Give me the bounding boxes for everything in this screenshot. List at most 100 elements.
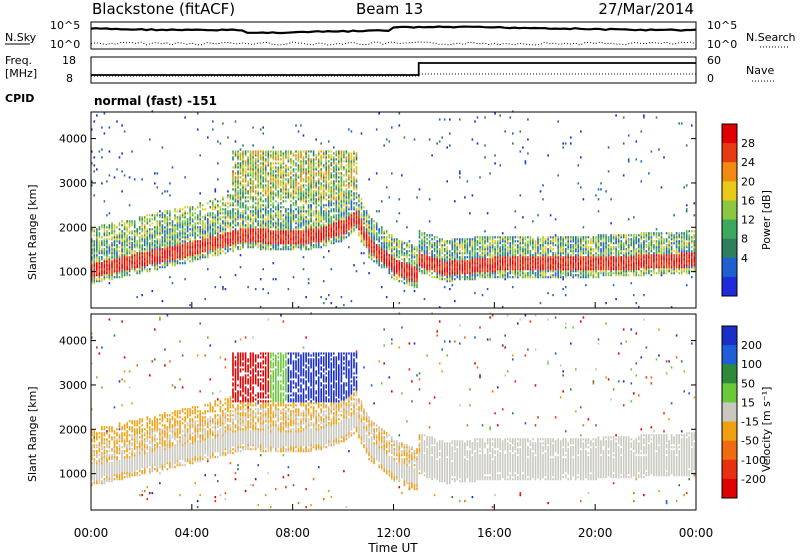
data-cell (456, 274, 459, 277)
data-cell (411, 262, 413, 265)
data-cell (169, 276, 171, 279)
data-cell (333, 240, 335, 243)
data-cell (161, 266, 164, 269)
data-cell (368, 244, 370, 247)
data-cell (287, 192, 290, 195)
data-cell (322, 238, 325, 241)
data-cell (375, 258, 378, 261)
data-cell (373, 246, 375, 249)
data-cell (393, 262, 396, 265)
data-cell (401, 252, 403, 255)
data-cell (320, 206, 322, 209)
data-cell (118, 238, 121, 241)
data-cell (106, 252, 108, 255)
data-cell (254, 228, 257, 231)
data-cell (143, 232, 146, 235)
data-cell (149, 238, 151, 241)
data-cell (328, 194, 330, 197)
data-cell (375, 128, 378, 131)
data-cell (234, 200, 237, 203)
data-cell (244, 208, 247, 211)
data-cell (461, 238, 464, 241)
data-cell (181, 212, 184, 215)
data-cell (408, 260, 411, 263)
data-cell (275, 200, 277, 203)
data-cell (355, 166, 358, 169)
data-cell (446, 250, 448, 253)
data-cell (380, 246, 383, 249)
data-cell (154, 254, 156, 257)
data-cell (239, 214, 242, 217)
data-cell (501, 238, 504, 241)
data-cell (166, 252, 169, 255)
data-cell (257, 170, 259, 173)
data-cell (317, 232, 320, 235)
data-cell (111, 256, 113, 259)
data-cell (383, 240, 385, 243)
data-cell (212, 226, 214, 229)
data-cell (509, 272, 512, 275)
data-cell (264, 224, 267, 227)
data-cell (201, 244, 204, 247)
data-cell (101, 248, 103, 251)
data-cell (350, 158, 353, 161)
data-cell (393, 258, 396, 261)
data-cell (524, 264, 527, 267)
data-cell (259, 230, 262, 233)
data-cell (388, 234, 391, 237)
data-cell (345, 188, 348, 191)
data-cell (123, 240, 126, 243)
data-cell (320, 212, 322, 215)
data-cell (143, 248, 146, 251)
data-cell (262, 200, 264, 203)
data-cell (454, 264, 456, 267)
data-cell (524, 162, 527, 165)
data-cell (290, 220, 292, 223)
data-cell (237, 186, 239, 189)
data-cell (393, 256, 396, 259)
data-cell (277, 176, 280, 179)
data-cell (340, 228, 343, 231)
data-cell (96, 274, 98, 277)
data-cell (401, 248, 403, 251)
data-cell (277, 234, 280, 237)
data-cell (204, 232, 206, 235)
data-cell (262, 218, 264, 221)
data-cell (499, 260, 501, 263)
data-cell (159, 238, 161, 241)
data-cell (396, 238, 398, 241)
data-cell (166, 224, 169, 227)
data-cell (166, 250, 169, 253)
data-cell (96, 248, 98, 251)
data-cell (449, 240, 451, 243)
data-cell (166, 190, 169, 193)
data-cell (194, 234, 196, 237)
data-cell (476, 244, 479, 247)
data-cell (93, 254, 96, 257)
data-cell (338, 192, 340, 195)
data-cell (209, 220, 212, 223)
data-cell (254, 244, 257, 247)
data-cell (219, 242, 222, 245)
data-cell (244, 240, 247, 243)
data-cell (464, 262, 466, 265)
data-cell (247, 224, 249, 227)
data-cell (474, 276, 476, 279)
data-cell (469, 270, 471, 273)
data-cell (214, 216, 217, 219)
data-cell (108, 224, 111, 227)
data-cell (532, 266, 534, 269)
data-cell (534, 244, 537, 247)
data-cell (174, 260, 176, 263)
data-cell (272, 158, 275, 161)
data-cell (310, 164, 312, 167)
data-cell (486, 246, 489, 249)
data-cell (128, 258, 131, 261)
data-cell (154, 264, 156, 267)
data-cell (149, 270, 151, 273)
data-cell (300, 172, 302, 175)
data-cell (413, 276, 416, 279)
data-cell (136, 262, 138, 265)
data-cell (300, 208, 302, 211)
data-cell (141, 222, 143, 225)
